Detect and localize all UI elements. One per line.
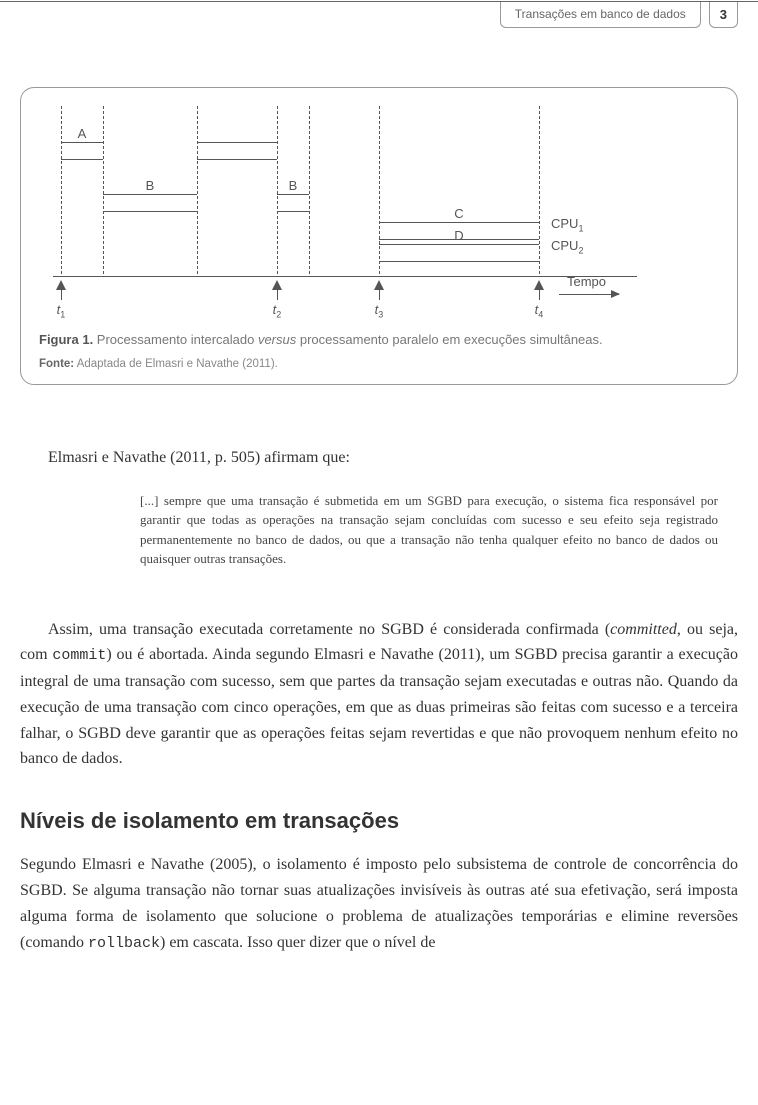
figure-caption-text-1: Processamento intercalado xyxy=(93,332,258,347)
process-bar xyxy=(379,244,539,262)
diagram-vline xyxy=(103,106,104,274)
diagram-vline xyxy=(197,106,198,274)
body-paragraph-1: Assim, uma transação executada corretame… xyxy=(20,617,738,773)
cpu-label: CPU2 xyxy=(551,238,583,256)
section-1b: ) em cascata. Isso quer dizer que o níve… xyxy=(160,934,435,951)
cpu-label: CPU1 xyxy=(551,216,583,234)
process-bar-label: B xyxy=(146,178,155,194)
body-1-mono: commit xyxy=(52,647,106,664)
block-quote: [...] sempre que uma transação é submeti… xyxy=(140,491,718,569)
process-bar xyxy=(197,142,277,160)
figure-1-diagram: t1 t2 t3 t4 A B B CD CPU1 CPU2 Tempo xyxy=(39,104,719,324)
figure-source-label: Fonte: xyxy=(39,358,74,370)
time-axis xyxy=(53,276,637,277)
header-inner: Transações em banco de dados 3 xyxy=(500,2,738,28)
process-bar xyxy=(61,142,103,160)
diagram-vline xyxy=(539,106,540,274)
figure-source-text: Adaptada de Elmasri e Navathe (2011). xyxy=(74,358,278,370)
body-1a: Assim, uma transação executada corretame… xyxy=(48,621,610,638)
time-marker-label: t3 xyxy=(375,302,384,320)
figure-1-box: t1 t2 t3 t4 A B B CD CPU1 CPU2 Tempo Figura 1. Pro… xyxy=(20,87,738,385)
body-1-italic: committed xyxy=(610,621,677,638)
process-bar-label: B xyxy=(289,178,298,194)
body-1c: ) ou é abortada. Ainda segundo Elmasri e… xyxy=(20,646,738,767)
page-header: Transações em banco de dados 3 xyxy=(0,1,758,41)
time-marker-stem xyxy=(61,290,62,300)
time-marker-arrow xyxy=(272,280,282,290)
figure-caption-label: Figura 1. xyxy=(39,332,93,347)
header-title: Transações em banco de dados xyxy=(500,2,701,28)
time-marker-stem xyxy=(277,290,278,300)
process-bar xyxy=(277,194,309,212)
lead-paragraph: Elmasri e Navathe (2011, p. 505) afirmam… xyxy=(20,449,738,467)
process-bar-label: C xyxy=(454,206,463,222)
time-marker-stem xyxy=(539,290,540,300)
tempo-label: Tempo xyxy=(567,274,606,289)
process-bar-label: D xyxy=(454,228,463,244)
time-marker-arrow xyxy=(374,280,384,290)
section-heading: Níveis de isolamento em transações xyxy=(20,808,738,834)
time-marker-arrow xyxy=(534,280,544,290)
process-bar-label: A xyxy=(78,126,87,142)
diagram-vline xyxy=(61,106,62,274)
tempo-arrow xyxy=(559,294,619,295)
time-marker-arrow xyxy=(56,280,66,290)
figure-caption-italic: versus xyxy=(258,332,296,347)
figure-source: Fonte: Adaptada de Elmasri e Navathe (20… xyxy=(39,358,719,370)
diagram-vline xyxy=(309,106,310,274)
section-paragraph-1: Segundo Elmasri e Navathe (2005), o isol… xyxy=(20,852,738,956)
time-marker-label: t1 xyxy=(57,302,66,320)
page-content: Elmasri e Navathe (2011, p. 505) afirmam… xyxy=(0,449,758,957)
figure-caption: Figura 1. Processamento intercalado vers… xyxy=(39,330,719,350)
time-marker-stem xyxy=(379,290,380,300)
section-1-mono: rollback xyxy=(88,935,160,952)
figure-caption-text-2: processamento paralelo em execuções simu… xyxy=(296,332,602,347)
time-marker-label: t2 xyxy=(273,302,282,320)
process-bar xyxy=(103,194,197,212)
diagram-vline xyxy=(277,106,278,274)
header-page-number: 3 xyxy=(709,2,738,28)
time-marker-label: t4 xyxy=(535,302,544,320)
